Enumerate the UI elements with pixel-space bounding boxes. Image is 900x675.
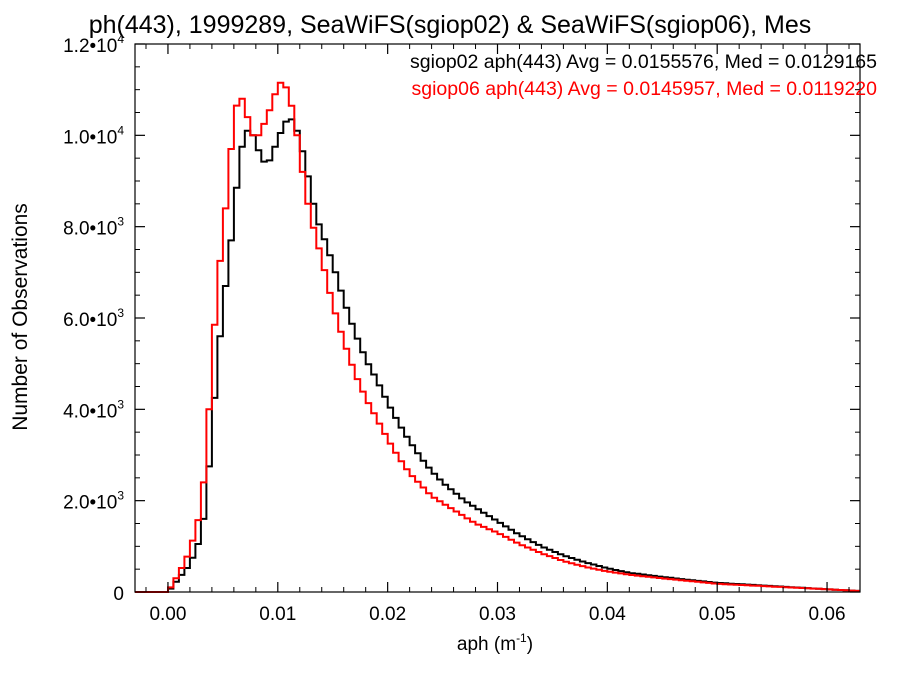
x-tick-label: 0.01 [259, 604, 296, 625]
x-tick-label: 0.03 [479, 604, 516, 625]
x-tick-label: 0.04 [589, 604, 626, 625]
y-axis-label: Number of Observations [9, 203, 32, 431]
series-line-sgiop06 [135, 81, 860, 593]
x-tick-label: 0.05 [699, 604, 736, 625]
chart-title: ph(443), 1999289, SeaWiFS(sgiop02) & Sea… [89, 11, 812, 39]
x-axis-ticks: 0.00 0.01 0.02 0.03 0.04 0.05 0.06 [145, 44, 850, 625]
x-axis-label: aph (m-1) [457, 631, 533, 655]
y-tick-label: 4.0•103 [63, 397, 124, 422]
y-tick-label: 6.0•103 [63, 306, 124, 331]
x-tick-label: 0.02 [369, 604, 406, 625]
legend-entry-sgiop02: sgiop02 aph(443) Avg = 0.0155576, Med = … [410, 51, 877, 73]
y-axis-ticks: 0 2.0•103 4.0•103 6.0•103 8.0•103 1.0•104 1.2•… [63, 32, 860, 605]
x-axis-label-main: aph (m [457, 634, 516, 655]
y-tick-label: 0 [113, 584, 124, 605]
y-tick-label: 2.0•103 [63, 489, 124, 514]
y-tick-label: 8.0•103 [63, 215, 124, 240]
legend-entry-sgiop06: sgiop06 aph(443) Avg = 0.0145957, Med = … [412, 78, 878, 100]
x-tick-label: 0.00 [149, 604, 186, 625]
legend: sgiop02 aph(443) Avg = 0.0155576, Med = … [410, 51, 877, 100]
x-axis-label-superscript: -1 [516, 631, 527, 645]
series-layer [135, 81, 860, 593]
x-axis-label-close: ) [527, 634, 533, 655]
y-tick-label: 1.0•104 [63, 123, 124, 148]
y-tick-label: 1.2•104 [63, 32, 124, 57]
x-tick-label: 0.06 [809, 604, 846, 625]
